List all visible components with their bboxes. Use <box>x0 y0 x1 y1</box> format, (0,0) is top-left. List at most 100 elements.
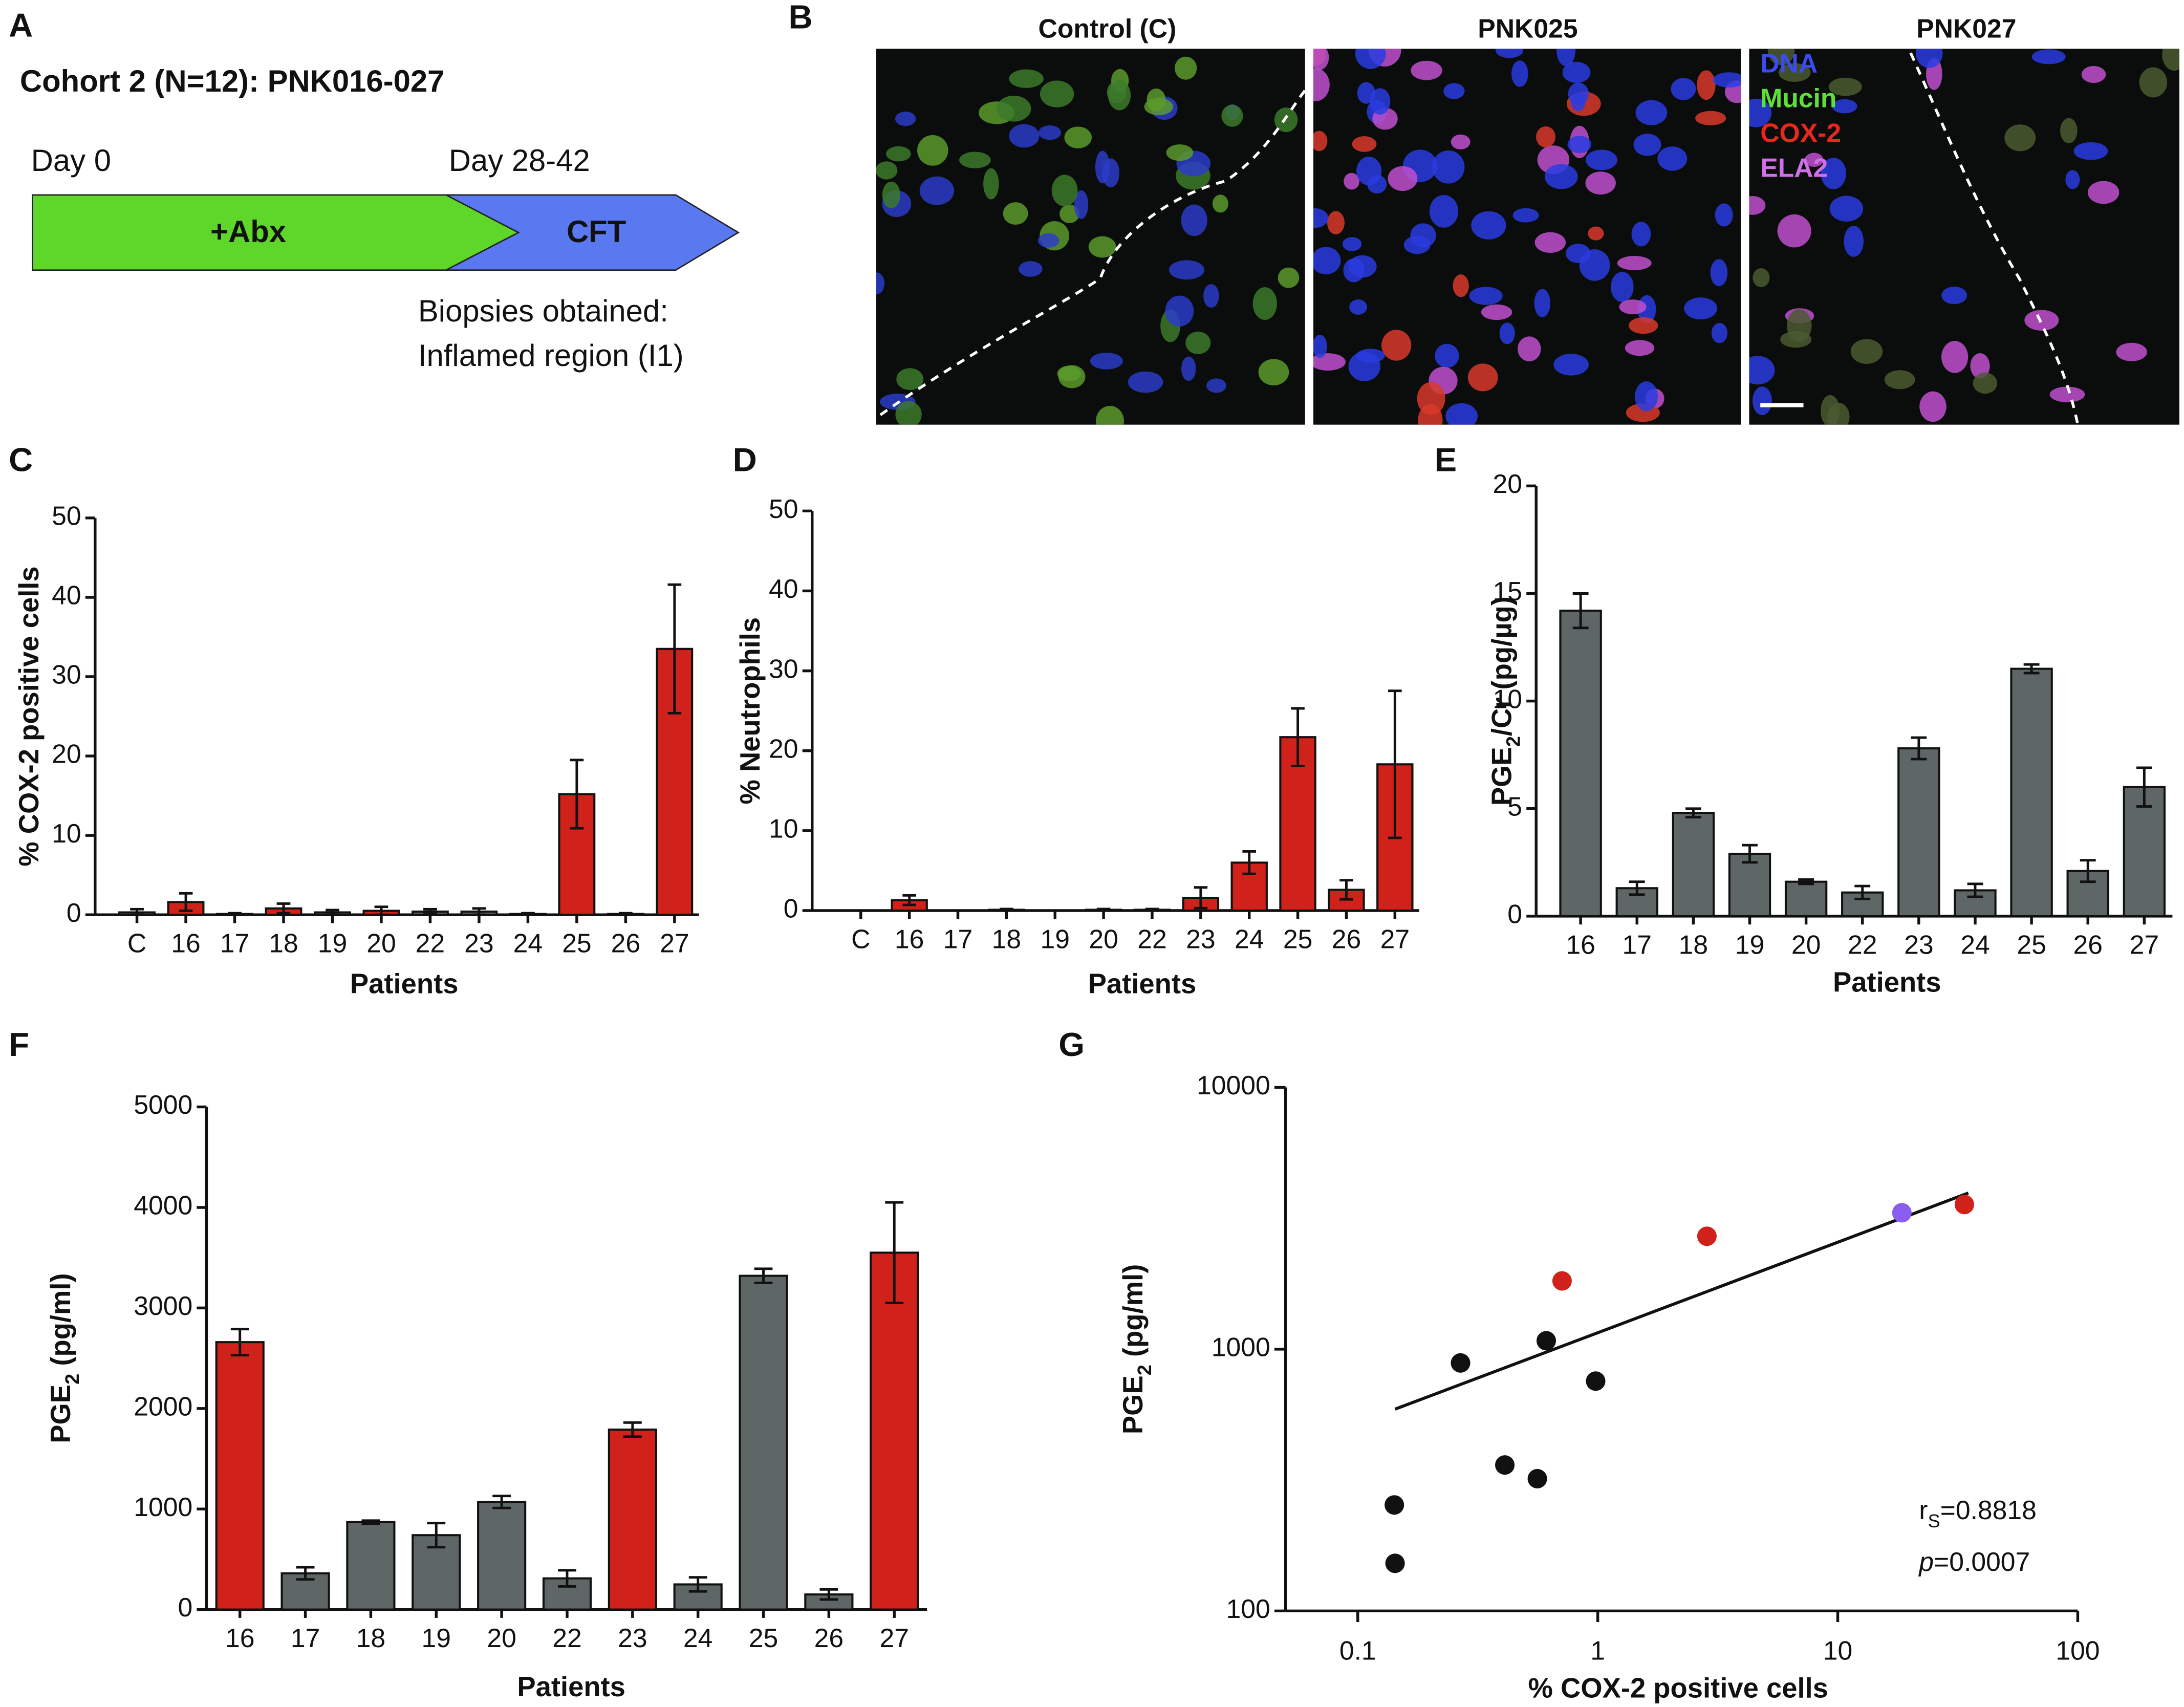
y-tick-label: 5000 <box>134 1090 192 1119</box>
x-tick-label: 18 <box>1679 930 1708 959</box>
annotation-part: S <box>1928 1510 1940 1531</box>
bar <box>2123 786 2166 917</box>
x-tick-label: 20 <box>366 928 396 958</box>
annotation: rS=0.8818 <box>1919 1495 2037 1531</box>
x-tick-label: 27 <box>660 928 689 958</box>
cell <box>1453 274 1469 297</box>
cell <box>1556 49 1576 67</box>
cell <box>1367 175 1387 194</box>
image-cells <box>1313 49 1741 425</box>
x-tick-label: 25 <box>1283 924 1312 954</box>
legend-entry: COX-2 <box>1760 118 1841 148</box>
cell <box>1059 204 1079 223</box>
x-tick-label: 18 <box>356 1623 385 1653</box>
cell <box>1451 134 1471 149</box>
image-title: PNK027 <box>1916 14 2016 44</box>
panel-letter: D <box>733 441 757 478</box>
y-tick-label: 0 <box>178 1592 192 1622</box>
cell <box>1829 196 1864 222</box>
cell <box>1344 172 1360 190</box>
phase-label: +Abx <box>210 214 286 249</box>
cell <box>1495 49 1524 58</box>
y-tick-label: 10 <box>1493 684 1522 714</box>
cell <box>2073 142 2108 160</box>
phase-label: CFT <box>567 214 626 249</box>
cell <box>1588 226 1604 241</box>
cell <box>1356 349 1385 363</box>
cell <box>1471 211 1506 240</box>
cell <box>1767 49 1795 66</box>
cell <box>1039 125 1062 140</box>
y-tick-label: 15 <box>1493 576 1522 606</box>
cell <box>1064 126 1092 148</box>
y-tick-label: 50 <box>769 494 798 524</box>
bar <box>215 1341 265 1611</box>
cell <box>1185 331 1211 354</box>
cell <box>1313 353 1346 371</box>
label-part: (pg/ml) <box>46 1273 77 1373</box>
bar <box>1784 880 1828 917</box>
cell <box>1057 365 1082 381</box>
cell <box>1388 166 1418 191</box>
axis-label: PGE2 (pg/ml) <box>1117 1264 1156 1434</box>
x-tick-label: 22 <box>552 1623 581 1653</box>
x-tick-label: 16 <box>225 1623 254 1653</box>
bar <box>1559 610 1602 917</box>
note: Inflamed region (I1) <box>418 338 684 373</box>
x-tick-label: 23 <box>464 928 493 958</box>
x-tick-label: 1 <box>1590 1636 1605 1666</box>
x-tick-label: 25 <box>749 1623 778 1653</box>
x-tick-label: 24 <box>1960 930 1990 959</box>
cell <box>1095 150 1110 184</box>
annotation: p=0.0007 <box>1918 1546 2030 1576</box>
cell <box>1611 271 1634 302</box>
cell <box>1352 136 1377 152</box>
cell <box>2081 66 2106 83</box>
cell <box>1512 208 1539 223</box>
cell <box>1009 69 1044 88</box>
label-part: 2 <box>1503 736 1525 747</box>
cell <box>1051 175 1078 207</box>
cell <box>1536 126 1555 148</box>
panel-letter: E <box>1435 441 1457 478</box>
panel-letter: G <box>1058 1026 1085 1063</box>
cell <box>1684 297 1718 320</box>
cell <box>1181 204 1207 236</box>
cell <box>1481 304 1512 320</box>
label-part: PGE <box>1486 747 1518 806</box>
x-tick-label: 10 <box>1823 1636 1852 1666</box>
point <box>1552 1271 1572 1291</box>
day-start: Day 0 <box>31 143 111 178</box>
cell <box>1713 72 1741 88</box>
cell <box>1633 134 1661 156</box>
cell <box>1625 340 1655 356</box>
x-tick-label: 25 <box>562 928 591 958</box>
x-tick-label: 17 <box>943 924 972 954</box>
cell <box>876 272 885 294</box>
x-tick-label: 20 <box>1791 930 1821 959</box>
cell <box>997 95 1031 122</box>
axis-label: Patients <box>1088 968 1197 999</box>
cell <box>1418 404 1443 425</box>
cell <box>1381 330 1412 361</box>
cell <box>2004 124 2036 152</box>
cell <box>895 401 922 425</box>
x-tick-label: 24 <box>513 928 543 958</box>
legend-entry: DNA <box>1760 49 1818 78</box>
cell <box>1040 80 1074 107</box>
y-tick-label: 10 <box>52 818 81 848</box>
cell <box>1313 335 1327 358</box>
cell <box>1096 405 1124 425</box>
cell <box>2060 118 2078 144</box>
cell <box>1313 247 1341 275</box>
cell <box>1827 402 1850 425</box>
x-tick-label: 22 <box>1137 924 1166 954</box>
x-tick-label: 23 <box>1904 930 1933 959</box>
cohort-title: Cohort 2 (N=12): PNK016-027 <box>20 64 445 98</box>
axis-label: PGE2/Cr (pg/µg) <box>1486 596 1525 806</box>
cell <box>1919 391 1947 422</box>
cell <box>1166 144 1194 161</box>
cell <box>882 181 900 209</box>
cell <box>1631 222 1651 247</box>
cell <box>1445 403 1478 425</box>
